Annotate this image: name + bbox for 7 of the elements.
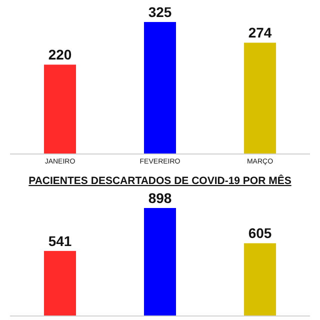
data-label: 274 xyxy=(248,24,272,41)
chart-title: PACIENTES DESCARTADOS DE COVID-19 POR MÊS xyxy=(28,174,292,187)
data-label: 220 xyxy=(48,46,72,63)
data-label: 605 xyxy=(248,225,272,242)
data-label: 325 xyxy=(148,4,172,20)
data-label: 898 xyxy=(148,190,172,206)
data-label: 541 xyxy=(48,232,72,249)
